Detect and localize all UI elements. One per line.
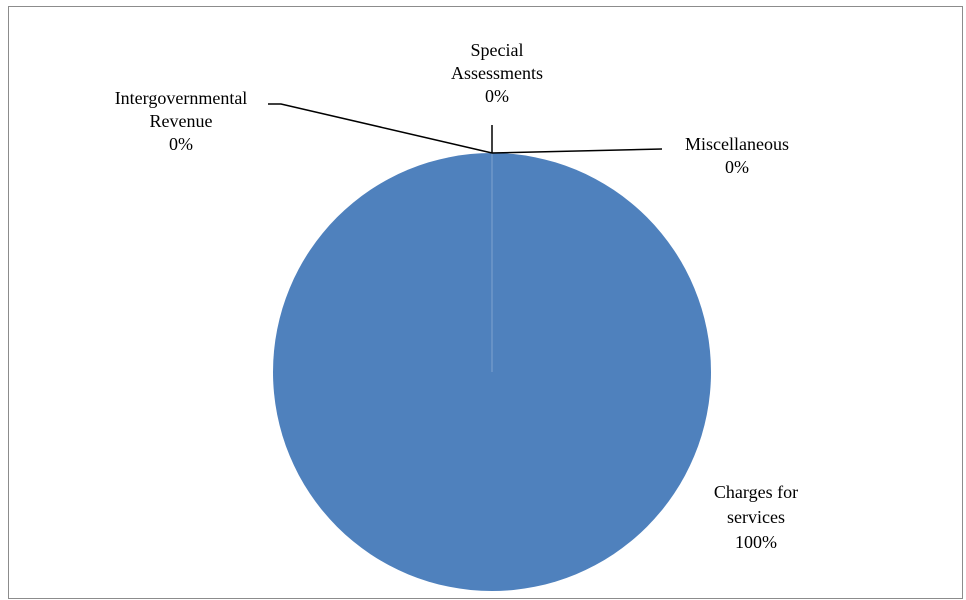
slice-label-special-assessments-line-0: Special: [471, 40, 524, 60]
slice-label-miscellaneous-percent: 0%: [725, 157, 749, 177]
slice-labels: Intergovernmental Revenue 0% Special Assessm…: [115, 40, 798, 552]
pie-slices: [273, 153, 711, 591]
slice-label-miscellaneous-line-0: Miscellaneous: [685, 134, 789, 154]
slice-label-intergovernmental-revenue-line-1: Revenue: [150, 111, 213, 131]
leader-line-miscellaneous: [491, 148, 663, 154]
slice-label-intergovernmental-revenue-line-0: Intergovernmental: [115, 88, 248, 108]
slice-label-charges-for-services-line-1: services: [727, 507, 785, 527]
leader-lines: [268, 103, 663, 154]
slice-label-charges-for-services-line-0: Charges for: [714, 482, 798, 502]
slice-label-special-assessments-line-1: Assessments: [451, 63, 543, 83]
slice-label-special-assessments-percent: 0%: [485, 86, 509, 106]
slice-label-intergovernmental-revenue-percent: 0%: [169, 134, 193, 154]
leader-line-intergovernmental: [268, 103, 493, 154]
slice-label-charges-for-services-percent: 100%: [735, 532, 777, 552]
